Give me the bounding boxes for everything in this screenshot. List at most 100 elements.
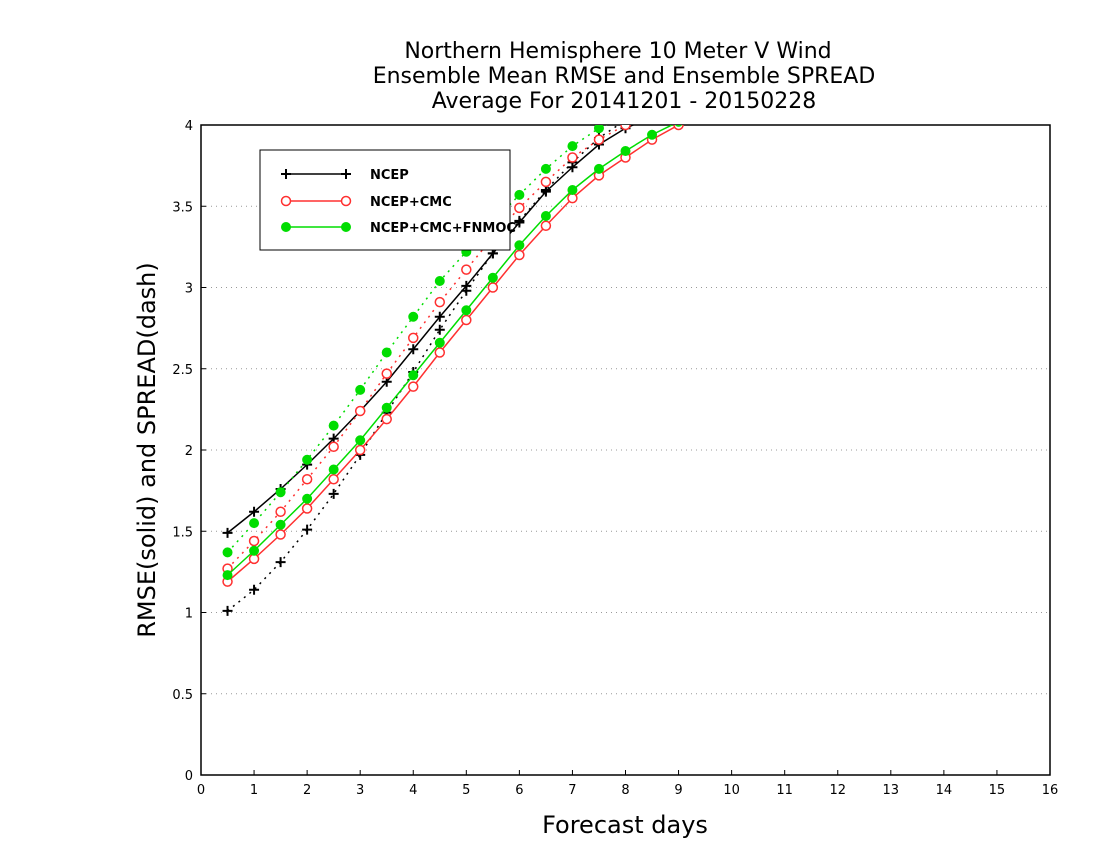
- series-0-rmse-point-8: [434, 311, 445, 322]
- chart-title-line-2: Ensemble Mean RMSE and Ensemble SPREAD: [373, 64, 876, 89]
- y-tick-label-2: 1: [185, 607, 193, 622]
- x-tick-label-15: 15: [989, 783, 1006, 798]
- x-tick-label-1: 1: [250, 783, 258, 798]
- chart-title-line-1: Northern Hemisphere 10 Meter V Wind: [404, 39, 831, 64]
- legend-marker-start-1: [280, 195, 292, 207]
- series-2-rmse-point-11: [514, 240, 525, 251]
- x-tick-label-0: 0: [197, 783, 205, 798]
- series-1-spread-point-8: [434, 296, 446, 308]
- series-1-rmse-line: [227, 125, 679, 583]
- series-0-spread-line: [227, 125, 620, 612]
- series-2-rmse-point-9: [461, 305, 472, 316]
- series-1-rmse-point-6: [381, 413, 392, 425]
- series-0-spread-point-2: [275, 557, 286, 568]
- series-1-spread-point-11: [514, 202, 525, 214]
- series-2-spread-point-0: [222, 547, 233, 558]
- x-tick-label-11: 11: [776, 783, 793, 798]
- series-1-rmse-point-5: [354, 444, 366, 456]
- series-0-spread-point-11: [514, 215, 525, 226]
- series-1-rmse-point-8: [434, 347, 446, 358]
- series-2-spread-point-3: [302, 454, 313, 465]
- series-0-rmse-point-0: [222, 527, 233, 538]
- x-tick-label-16: 16: [1042, 783, 1059, 798]
- series-2-rmse-point-15: [620, 146, 631, 156]
- x-tick-label-5: 5: [462, 783, 470, 798]
- series-2-rmse-point-10: [487, 272, 498, 283]
- series-1-rmse-point-7: [408, 381, 419, 392]
- series-1-spread-point-13: [567, 152, 578, 163]
- series-2-spread-point-14: [593, 125, 604, 134]
- legend-item-0: NCEP: [281, 168, 409, 183]
- series-2-rmse-point-5: [355, 435, 366, 446]
- series-2-rmse-point-0: [222, 570, 233, 581]
- series-2-spread-point-2: [275, 487, 286, 498]
- y-tick-label-0: 0: [185, 769, 193, 784]
- chart-title-line-3: Average For 20141201 - 20150228: [432, 89, 817, 114]
- series-2-rmse-point-6: [381, 402, 392, 413]
- series-0-spread-point-15: [624, 125, 627, 126]
- series-2-spread-point-12: [540, 163, 551, 174]
- y-axis-title: RMSE(solid) and SPREAD(dash): [133, 262, 161, 638]
- series-2-spread-point-13: [567, 141, 578, 152]
- series-0-spread-point-1: [249, 584, 260, 595]
- series-1-rmse-point-9: [461, 314, 472, 326]
- series-0-spread-point-0: [222, 605, 233, 616]
- series-2-rmse-point-4: [328, 464, 339, 475]
- y-tick-label-6: 3: [185, 282, 193, 297]
- series-2-rmse-point-8: [434, 337, 445, 348]
- series-2-rmse-line: [227, 125, 674, 576]
- series-1-spread-point-9: [461, 264, 472, 275]
- series-0-spread-point-9: [461, 285, 472, 296]
- legend: NCEP NCEP+CMC NCEP+CMC+FNMOC: [259, 149, 516, 251]
- series-1-spread-point-6: [381, 368, 392, 379]
- legend-marker-end-0: [341, 169, 351, 179]
- x-tick-label-8: 8: [621, 783, 629, 798]
- legend-marker-end-1: [340, 195, 352, 207]
- grid-lines: [201, 205, 1050, 695]
- series-2-spread-line: [226, 125, 608, 553]
- x-tick-label-3: 3: [356, 783, 364, 798]
- legend-box: [259, 149, 511, 251]
- series-2-rmse-point-1: [249, 545, 260, 556]
- legend-label-0: NCEP: [370, 168, 409, 183]
- x-tick-label-12: 12: [829, 783, 846, 798]
- series-1-spread-point-14: [593, 134, 605, 145]
- series-2-rmse-point-3: [302, 493, 313, 504]
- x-tick-label-13: 13: [883, 783, 900, 798]
- series-1-rmse-point-3: [301, 503, 313, 514]
- series-2-spread-point-8: [434, 276, 445, 286]
- y-tick-label-1: 0.5: [172, 688, 193, 703]
- series-2-spread-point-5: [355, 384, 366, 395]
- legend-marker-start-2: [281, 222, 291, 232]
- series-1-spread-point-1: [248, 535, 260, 547]
- series-0-spread-point-4: [328, 488, 339, 499]
- y-tick-label-5: 2.5: [172, 363, 193, 378]
- y-tick-label-8: 4: [185, 119, 193, 134]
- series-2-rmse-point-16: [647, 129, 658, 140]
- x-tick-label-10: 10: [723, 783, 740, 798]
- legend-marker-end-2: [341, 222, 351, 232]
- series-2-rmse-point-17: [674, 125, 683, 127]
- series-0-rmse-point-1: [249, 506, 260, 517]
- series-0-spread-point-8: [434, 324, 445, 335]
- legend-item-2: NCEP+CMC+FNMOC: [281, 221, 516, 236]
- series-1-rmse-point-11: [514, 249, 525, 261]
- series-1-rmse-point-2: [275, 529, 286, 540]
- series-1-spread-point-15: [620, 125, 631, 131]
- x-tick-label-7: 7: [568, 783, 576, 798]
- y-tick-label-7: 3.5: [172, 200, 193, 215]
- series-2-rmse-point-2: [275, 519, 286, 530]
- series-2-spread-point-4: [328, 420, 339, 431]
- series-1-spread-point-7: [408, 332, 419, 344]
- series-0-rmse-point-7: [408, 344, 419, 355]
- series-1-spread-point-5: [354, 405, 366, 417]
- series-2-spread-point-6: [381, 347, 392, 358]
- y-tick-label-4: 2: [185, 444, 193, 459]
- series-2-spread-point-7: [408, 311, 419, 322]
- x-tick-label-9: 9: [674, 783, 682, 798]
- x-tick-label-4: 4: [409, 783, 417, 798]
- y-tick-label-3: 1.5: [172, 525, 193, 540]
- series-1-spread-point-3: [301, 474, 313, 485]
- series-2-rmse-point-7: [408, 370, 419, 381]
